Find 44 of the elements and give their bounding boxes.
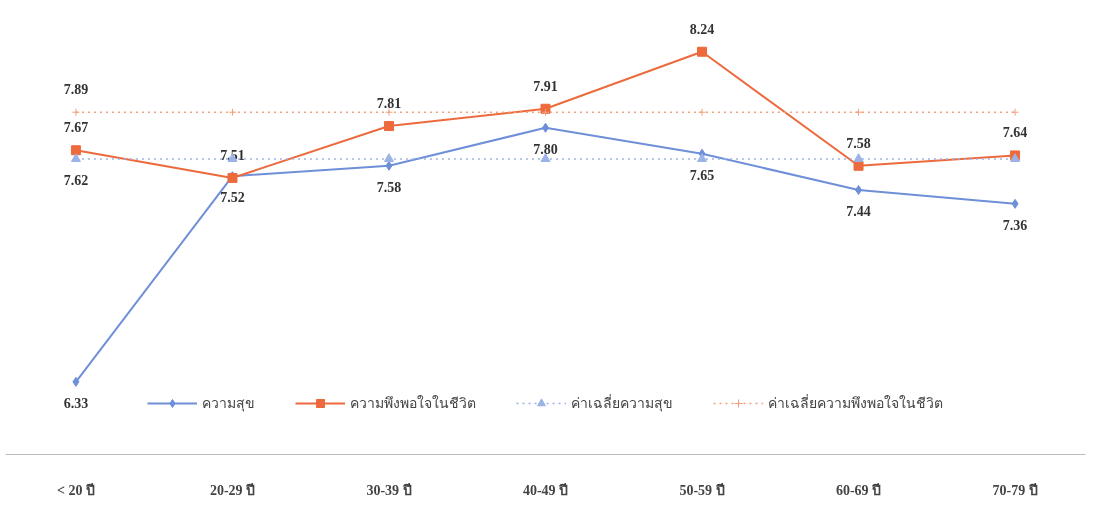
data-label: 7.58: [846, 135, 871, 151]
legend-label: ความพึงพอใจในชีวิต: [350, 394, 476, 413]
data-label: 7.65: [689, 167, 715, 183]
point: [384, 108, 393, 117]
point: [383, 153, 394, 162]
point: [541, 108, 550, 117]
point: [228, 108, 237, 117]
point: [855, 185, 863, 195]
point: [70, 145, 81, 156]
point: [1011, 198, 1019, 209]
point: [698, 108, 707, 117]
data-label: 7.36: [1002, 217, 1028, 233]
point: [853, 153, 864, 162]
data-label: 7.91: [533, 78, 558, 94]
data-label: 7.62: [63, 172, 89, 188]
data-label: 7.81: [376, 96, 402, 112]
point: [854, 108, 863, 117]
legend-label: ความสุข: [202, 394, 255, 414]
data-label: 7.64: [1002, 125, 1028, 141]
x-tick-label: 40-49 ปี: [522, 482, 569, 498]
point: [72, 376, 80, 387]
data-label: 7.58: [376, 179, 402, 195]
data-label: 7.89: [63, 82, 89, 98]
x-tick-label: 50-59 ปี: [679, 482, 725, 498]
legend-label: ค่าเฉลี่ยความสุข: [571, 393, 673, 414]
x-tick-label: 30-39 ปี: [366, 482, 412, 498]
data-label: 6.33: [63, 395, 89, 411]
point: [70, 153, 81, 162]
x-tick-label: 20-29 ปี: [209, 482, 256, 498]
legend-label: ค่าเฉลี่ยความพึงพอใจในชีวิต: [768, 393, 943, 413]
data-label: 8.24: [689, 21, 715, 37]
point: [383, 121, 394, 132]
data-label: 7.52: [220, 190, 245, 206]
data-label: 7.67: [63, 120, 89, 136]
data-label: 7.44: [846, 204, 871, 219]
x-tick-label: 70-79 ปี: [992, 482, 1038, 498]
x-tick-label: 60-69 ปี: [835, 482, 882, 498]
point: [1011, 108, 1020, 117]
point: [697, 46, 708, 57]
point: [71, 108, 80, 117]
point: [697, 153, 708, 162]
data-label: 7.80: [533, 141, 558, 157]
x-tick-label: < 20 ปี: [56, 482, 95, 498]
point: [853, 160, 864, 171]
